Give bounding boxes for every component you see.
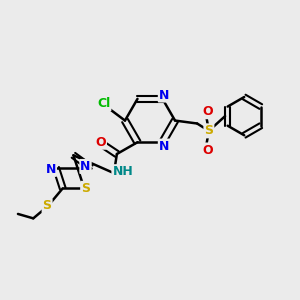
- Text: S: S: [43, 200, 52, 212]
- Text: O: O: [202, 105, 213, 118]
- Text: S: S: [81, 182, 90, 195]
- Text: O: O: [95, 136, 106, 149]
- Text: N: N: [159, 140, 169, 153]
- Text: N: N: [80, 160, 91, 173]
- Text: N: N: [159, 88, 169, 102]
- Text: Cl: Cl: [97, 97, 110, 110]
- Text: NH: NH: [112, 165, 133, 178]
- Text: O: O: [202, 143, 213, 157]
- Text: N: N: [46, 163, 56, 176]
- Text: S: S: [204, 124, 213, 137]
